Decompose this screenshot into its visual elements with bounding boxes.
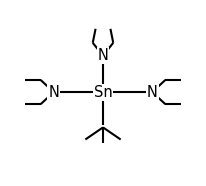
Text: N: N <box>147 85 158 100</box>
Text: N: N <box>48 85 59 100</box>
Text: N: N <box>98 48 108 63</box>
Text: Sn: Sn <box>94 85 112 100</box>
